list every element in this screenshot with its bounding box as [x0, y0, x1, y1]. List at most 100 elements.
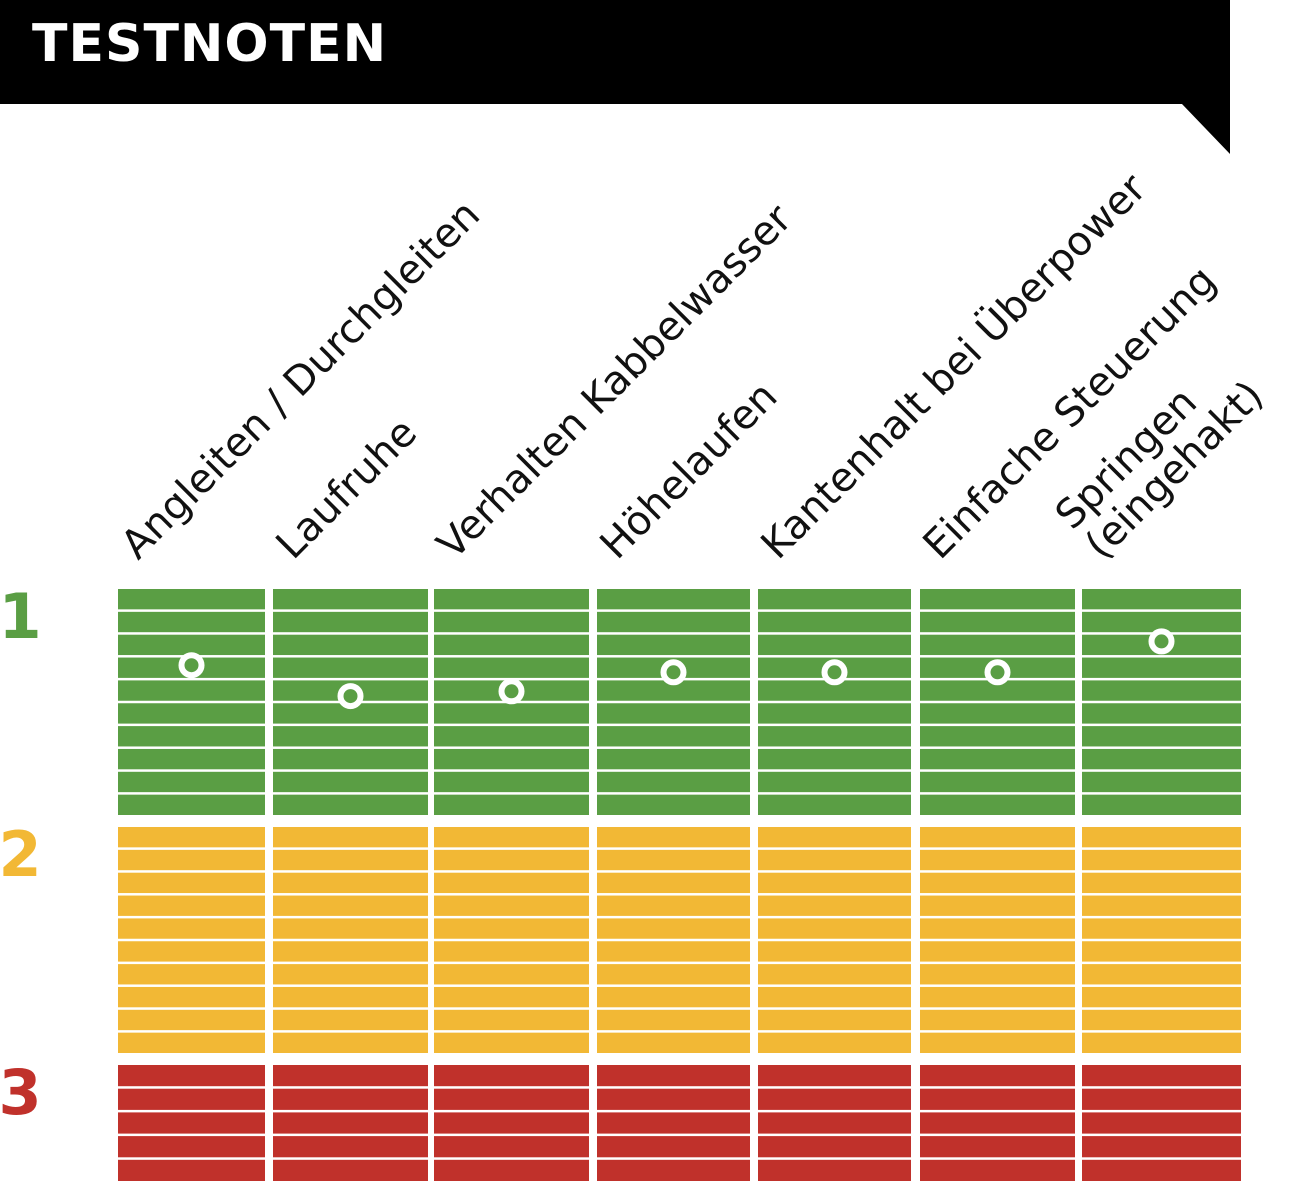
- grade-2-stripe: [920, 941, 1075, 962]
- grade-2-stripe: [1082, 918, 1241, 939]
- grade-2-stripe: [758, 849, 911, 871]
- grade-1-stripe: [597, 634, 750, 656]
- grade-1-stripe: [1082, 794, 1241, 815]
- grade-1-stripe: [434, 794, 589, 815]
- grade-2-stripe: [273, 964, 428, 985]
- grade-2-stripe: [1082, 1032, 1241, 1053]
- grade-2-stripe: [273, 849, 428, 871]
- grade-1-stripe: [758, 794, 911, 815]
- grade-2-stripe: [273, 1009, 428, 1031]
- grade-1-stripe: [434, 703, 589, 724]
- grade-3-stripe: [597, 1065, 750, 1087]
- grade-3-stripe: [118, 1088, 265, 1110]
- grade-1-stripe: [758, 634, 911, 656]
- grade-1-stripe: [597, 680, 750, 701]
- grade-2-stripe: [118, 918, 265, 939]
- grade-1-stripe: [118, 748, 265, 770]
- grade-3-stripe: [920, 1088, 1075, 1110]
- grade-3-stripe: [597, 1159, 750, 1181]
- grade-3-stripe: [434, 1136, 589, 1158]
- grade-2-stripe: [597, 1032, 750, 1053]
- data-point: [337, 683, 364, 710]
- grade-2-stripe: [920, 964, 1075, 985]
- grade-1-stripe: [597, 794, 750, 815]
- grade-1-stripe: [118, 794, 265, 815]
- grade-3-stripe: [758, 1136, 911, 1158]
- grade-2-stripe: [118, 964, 265, 985]
- grade-2-stripe: [597, 849, 750, 871]
- grade-3-stripe: [434, 1112, 589, 1134]
- grade-1-stripe: [758, 726, 911, 747]
- grade-1-stripe: [920, 794, 1075, 815]
- grade-2-stripe: [118, 941, 265, 962]
- grade-3-stripe: [920, 1159, 1075, 1181]
- grade-1-stripe: [273, 794, 428, 815]
- grade-3-stripe: [273, 1088, 428, 1110]
- grade-1-stripe: [758, 611, 911, 633]
- grade-3-stripe: [758, 1112, 911, 1134]
- grade-2-stripe: [758, 827, 911, 848]
- grade-2-stripe: [434, 872, 589, 894]
- grade-1-stripe: [920, 703, 1075, 724]
- grade-3-stripe: [1082, 1136, 1241, 1158]
- grade-2-stripe: [920, 918, 1075, 939]
- data-markers: [178, 628, 1175, 710]
- grade-1-stripe: [920, 726, 1075, 747]
- grade-1-stripe: [920, 748, 1075, 770]
- data-point: [498, 678, 525, 705]
- grade-2-stripe: [118, 827, 265, 848]
- grade-2-stripe: [434, 895, 589, 916]
- grade-1-stripe: [118, 726, 265, 747]
- grade-1-stripe: [434, 771, 589, 793]
- grade-1-stripe: [597, 611, 750, 633]
- grade-2-stripe: [273, 872, 428, 894]
- grade-1-stripe: [1082, 611, 1241, 633]
- grade-1-stripe: [758, 748, 911, 770]
- data-point: [821, 659, 848, 686]
- grade-1-stripe: [434, 589, 589, 610]
- data-point: [660, 659, 687, 686]
- grade-2-stripe: [434, 964, 589, 985]
- grade-2-stripe: [1082, 872, 1241, 894]
- grade-2-stripe: [597, 964, 750, 985]
- grade-3-stripe: [1082, 1112, 1241, 1134]
- grade-1-stripe: [1082, 771, 1241, 793]
- grade-label-1: 1: [0, 580, 42, 653]
- grade-1-stripe: [118, 680, 265, 701]
- grade-3-stripe: [273, 1065, 428, 1087]
- category-label-line: Laufruhe: [268, 410, 426, 568]
- grade-2-stripe: [118, 895, 265, 916]
- grade-1-stripe: [1082, 680, 1241, 701]
- grade-2-stripe: [273, 895, 428, 916]
- grade-1-stripe: [273, 589, 428, 610]
- grade-3-stripe: [597, 1136, 750, 1158]
- title-banner-shape: [0, 0, 1230, 154]
- grade-labels: 1 2 3: [0, 580, 42, 1129]
- grade-2-stripe: [758, 872, 911, 894]
- grade-3-stripe: [920, 1065, 1075, 1087]
- grade-1-stripe: [1082, 657, 1241, 678]
- grade-2-stripe: [1082, 941, 1241, 962]
- grade-1-stripe: [597, 771, 750, 793]
- grade-2-stripe: [920, 895, 1075, 916]
- grade-3-stripe: [118, 1136, 265, 1158]
- grade-3-stripe: [434, 1088, 589, 1110]
- grade-1-stripe: [118, 589, 265, 610]
- grade-2-stripe: [273, 827, 428, 848]
- grade-1-stripe: [597, 589, 750, 610]
- grade-3-stripe: [920, 1136, 1075, 1158]
- grade-1-stripe: [920, 634, 1075, 656]
- grade-3-stripe: [1082, 1065, 1241, 1087]
- grade-1-stripe: [118, 771, 265, 793]
- grade-2-stripe: [1082, 964, 1241, 985]
- grade-2-stripe: [758, 964, 911, 985]
- grade-2-stripe: [597, 872, 750, 894]
- page-title: TESTNOTEN: [32, 14, 388, 74]
- grade-2-stripe: [758, 1009, 911, 1031]
- grade-2-stripe: [1082, 895, 1241, 916]
- grade-2-stripe: [597, 941, 750, 962]
- grade-1-stripe: [920, 589, 1075, 610]
- grade-2-stripe: [758, 1032, 911, 1053]
- grade-3-stripe: [273, 1112, 428, 1134]
- grade-1-stripe: [118, 611, 265, 633]
